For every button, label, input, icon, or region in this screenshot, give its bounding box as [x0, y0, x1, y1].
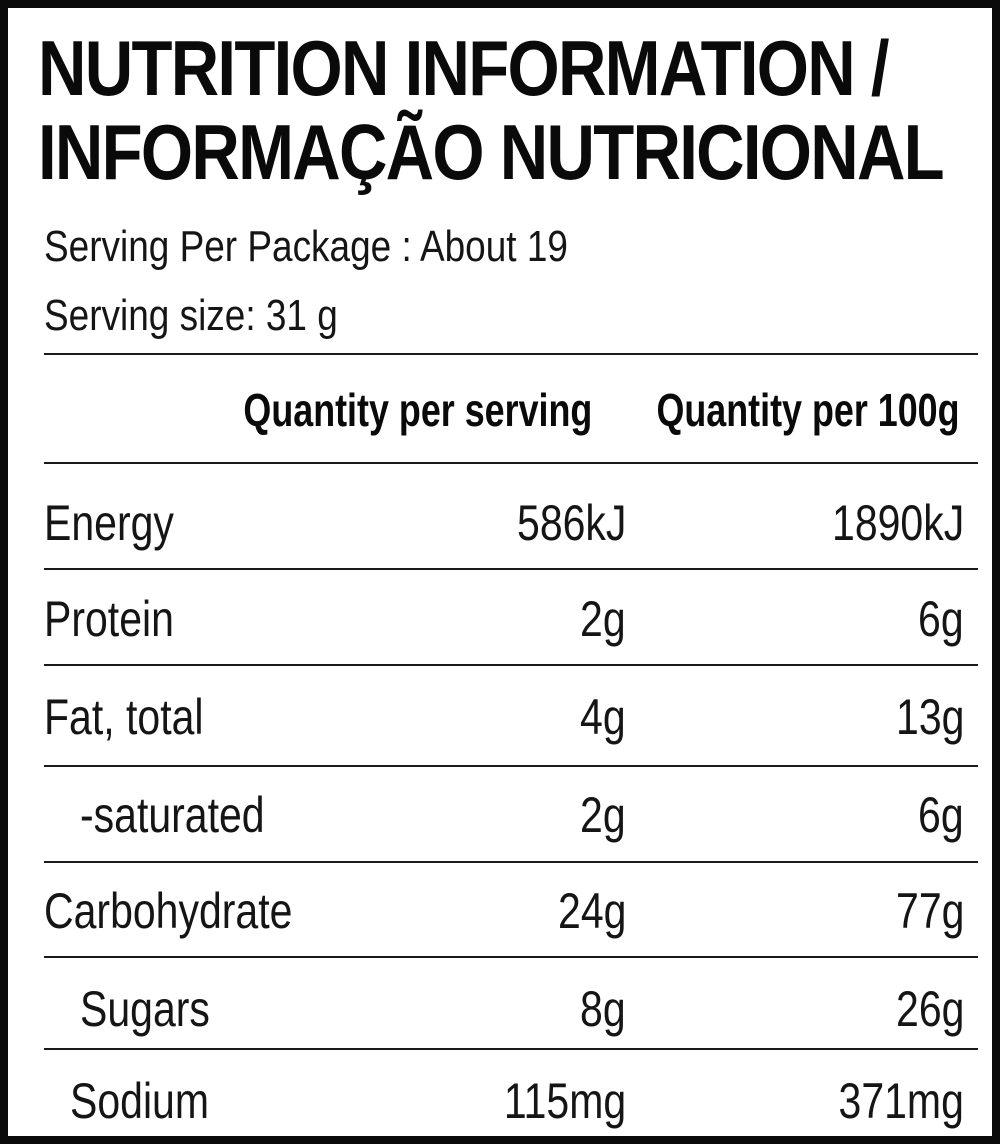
servings-per-package: Serving Per Package : About 19	[44, 222, 568, 271]
value-per-100g: 77g	[895, 883, 964, 939]
divider	[44, 765, 978, 767]
table-row-sodium: Sodium 115mg 371mg	[8, 1056, 1000, 1146]
panel-title: NUTRITION INFORMATION / INFORMAÇÃO NUTRI…	[38, 24, 945, 196]
serving-size: Serving size: 31 g	[44, 291, 338, 340]
table-row-sugars: Sugars 8g 26g	[8, 964, 1000, 1054]
value-per-100g: 26g	[895, 981, 964, 1037]
column-header-per-100g: Quantity per 100g	[656, 384, 960, 436]
value-per-serving: 2g	[580, 591, 626, 647]
table-row-fat-total: Fat, total 4g 13g	[8, 672, 1000, 762]
divider	[44, 956, 978, 958]
value-per-serving: 2g	[580, 787, 626, 843]
value-per-100g: 6g	[918, 787, 964, 843]
row-label: Fat, total	[44, 689, 204, 745]
row-label: Sodium	[70, 1073, 210, 1129]
value-per-100g: 13g	[895, 689, 964, 745]
divider	[44, 664, 978, 666]
table-row-saturated: -saturated 2g 6g	[8, 770, 1000, 860]
row-label: Energy	[44, 495, 174, 551]
divider	[44, 568, 978, 570]
divider	[44, 861, 978, 863]
row-label: Carbohydrate	[44, 883, 293, 939]
value-per-serving: 4g	[580, 689, 626, 745]
row-label: Sugars	[80, 981, 210, 1037]
row-label: -saturated	[80, 787, 265, 843]
value-per-100g: 6g	[918, 591, 964, 647]
value-per-serving: 586kJ	[516, 495, 626, 551]
title-line-portuguese: INFORMAÇÃO NUTRICIONAL	[38, 108, 945, 196]
divider	[44, 1048, 978, 1050]
value-per-100g: 371mg	[838, 1073, 964, 1129]
value-per-serving: 8g	[580, 981, 626, 1037]
table-row-carbohydrate: Carbohydrate 24g 77g	[8, 866, 1000, 956]
table-row-protein: Protein 2g 6g	[8, 574, 1000, 664]
row-label: Protein	[44, 591, 174, 647]
value-per-100g: 1890kJ	[831, 495, 964, 551]
divider	[44, 462, 978, 464]
value-per-serving: 115mg	[503, 1073, 626, 1129]
column-header-per-serving: Quantity per serving	[243, 384, 592, 436]
table-row-energy: Energy 586kJ 1890kJ	[8, 478, 1000, 568]
divider	[44, 353, 978, 355]
value-per-serving: 24g	[557, 883, 626, 939]
title-line-english: NUTRITION INFORMATION /	[38, 24, 889, 112]
